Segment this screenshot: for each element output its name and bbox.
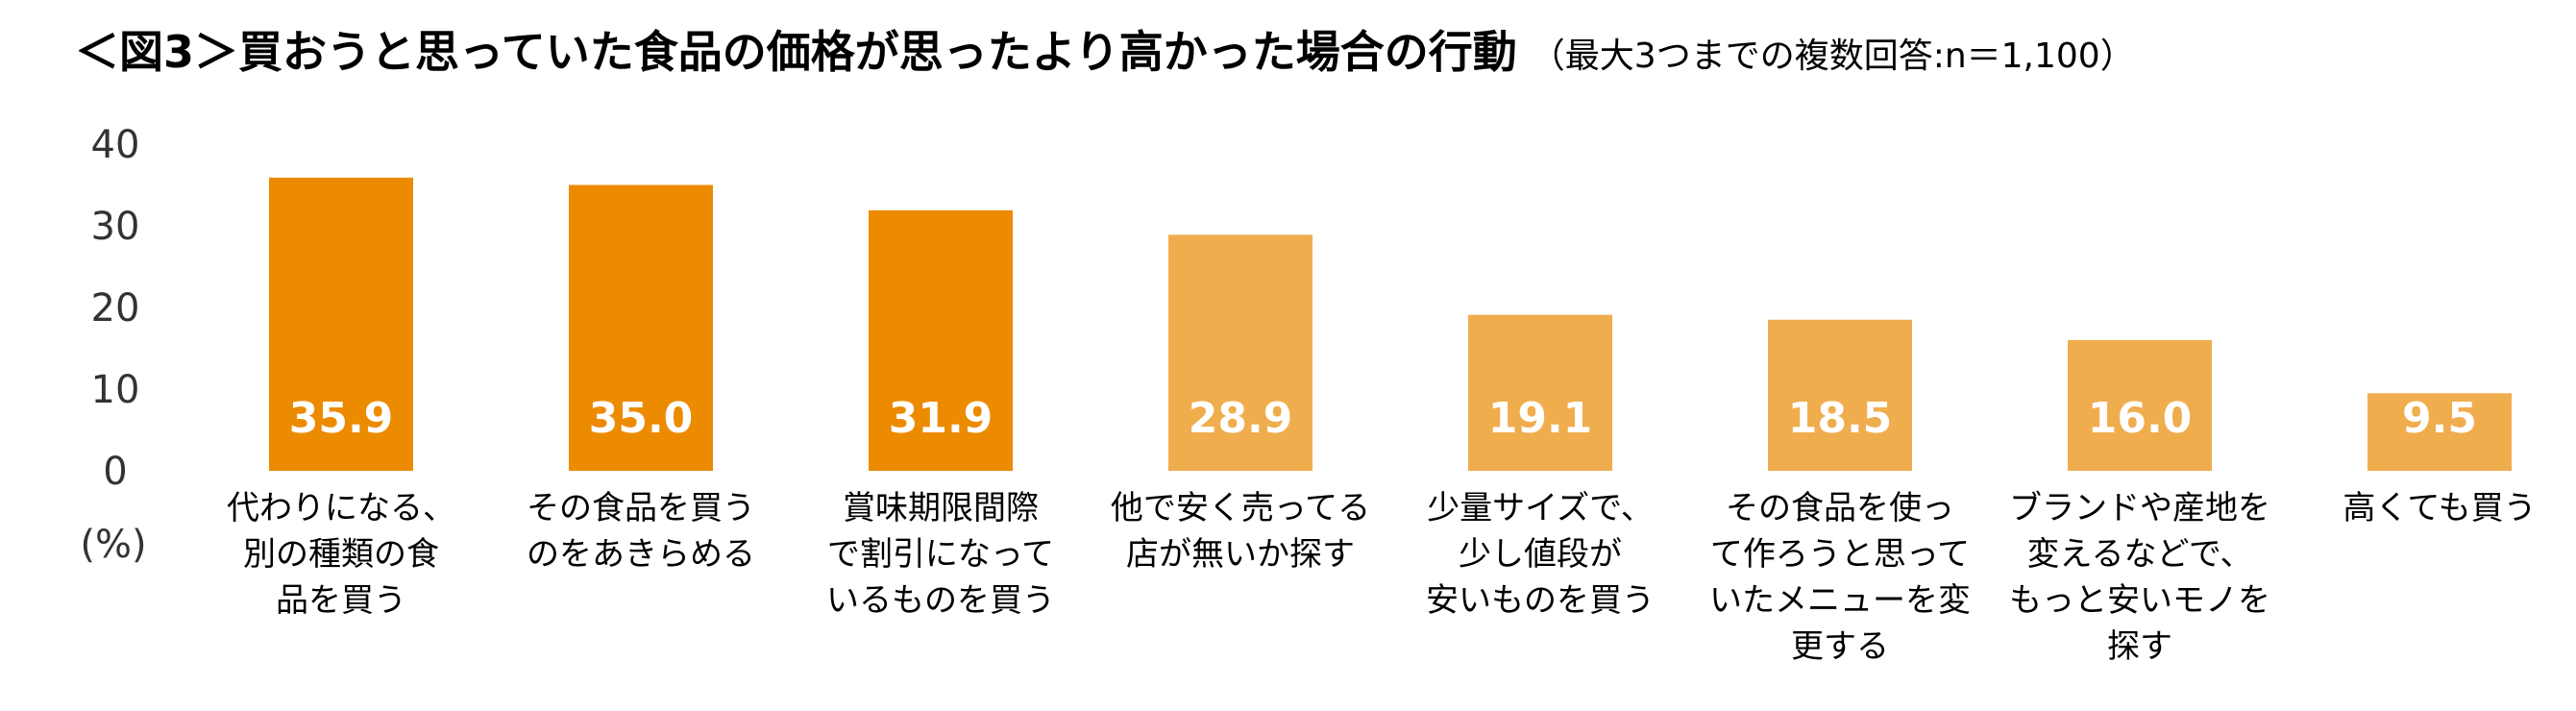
bar (269, 177, 413, 471)
x-category-label-line: その食品を使っ (1726, 489, 1954, 527)
x-category-label-line: て作ろうと思って (1710, 535, 1970, 574)
y-tick-label: 10 (91, 368, 140, 412)
x-category-label-line: 品を買う (276, 581, 406, 620)
bar (2367, 393, 2512, 471)
x-category-label-line: のをあきらめる (527, 535, 755, 574)
data-label: 9.5 (2402, 394, 2477, 443)
x-category-label-line: 少量サイズで、 (1427, 489, 1654, 527)
data-label: 31.9 (889, 394, 994, 443)
x-category-label-line: 少し値段が (1459, 535, 1622, 574)
x-category-label-line: 安いものを買う (1426, 581, 1655, 620)
x-category-label-line: 代わりになる、 (227, 489, 455, 527)
y-tick-label: 20 (91, 286, 140, 331)
y-tick-label: 0 (103, 450, 127, 494)
x-category-label-line: もっと安いモノを (2009, 581, 2270, 620)
data-label: 16.0 (2088, 394, 2193, 443)
data-label: 18.5 (1788, 394, 1893, 443)
chart-title: ＜図3＞買おうと思っていた食品の価格が思ったより高かった場合の行動 （最大3つまで… (75, 17, 2135, 81)
y-tick-label: 30 (91, 205, 140, 249)
chart-title-main: ＜図3＞買おうと思っていた食品の価格が思ったより高かった場合の行動 (75, 26, 1517, 78)
y-axis: 0 10 20 30 40 (%) (80, 123, 146, 567)
x-category-label-line: 高くても買う (2343, 489, 2536, 527)
x-category-label-line: 探す (2107, 627, 2172, 666)
x-category-label-line: 店が無いか探す (1126, 535, 1355, 574)
x-category-label-line: いたメニューを変 (1709, 581, 1971, 620)
value-labels: 35.9 35.0 31.9 28.9 19.1 18.5 16.0 9.5 (289, 394, 2477, 443)
bar (1468, 314, 1612, 471)
y-tick-label: 40 (91, 123, 140, 167)
x-category-label-line: ブランドや産地を (2009, 489, 2270, 527)
x-category-label: 高くても買う (2343, 489, 2536, 527)
y-axis-unit: (%) (80, 523, 146, 567)
x-category-label-line: その食品を買う (527, 489, 755, 527)
bar (869, 209, 1013, 471)
x-category-label-line: で割引になって (827, 535, 1054, 574)
x-category-label-line: 別の種類の食 (243, 535, 439, 574)
x-category-label-line: 変えるなどで、 (2027, 535, 2253, 574)
x-category-label-line: 更する (1791, 627, 1889, 666)
x-category-label-line: 賞味期限間際 (843, 489, 1039, 527)
data-label: 35.0 (589, 394, 694, 443)
bar (2068, 340, 2212, 471)
bar (569, 184, 713, 471)
x-category-label-line: いるものを買う (826, 581, 1055, 620)
data-label: 35.9 (289, 394, 394, 443)
bars (269, 177, 2512, 471)
bar (1768, 319, 1912, 471)
data-label: 19.1 (1488, 394, 1593, 443)
x-category-label-line: 他で安く売ってる (1111, 489, 1370, 527)
category-labels: 代わりになる、別の種類の食品を買うその食品を買うのをあきらめる賞味期限間際で割引… (227, 489, 2537, 666)
bar (1168, 234, 1313, 471)
data-label: 28.9 (1189, 394, 1293, 443)
chart-subtitle: （最大3つまでの複数回答:n＝1,100） (1530, 37, 2135, 76)
